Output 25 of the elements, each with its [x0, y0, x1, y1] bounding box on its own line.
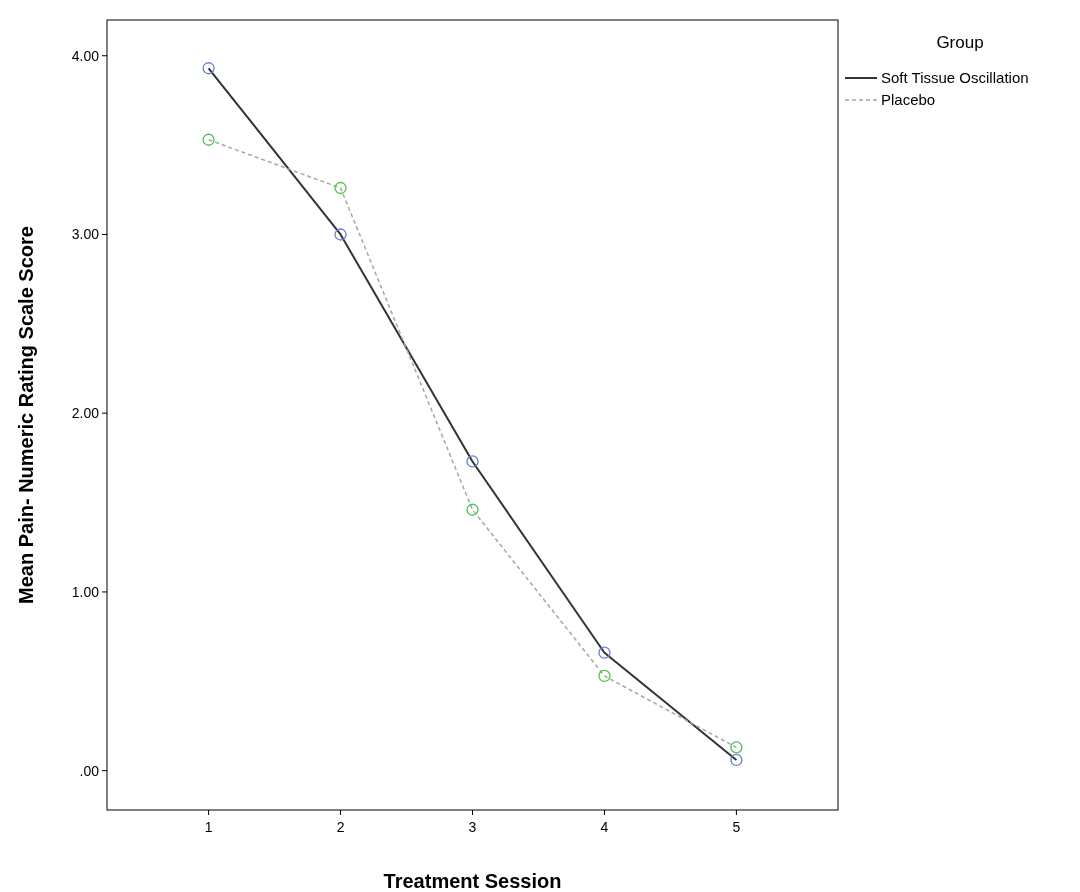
x-tick-label: 1 [204, 819, 213, 835]
point [202, 133, 215, 146]
legend-label: Placebo [881, 91, 936, 109]
x-tick-label: 4 [600, 819, 609, 835]
x-tick-label: 5 [732, 819, 741, 835]
y-axis-title: Mean Pain- Numeric Rating Scale Score [15, 226, 37, 604]
point [202, 62, 215, 75]
y-tick-label: 3.00 [71, 226, 100, 243]
y-tick-label: 2.00 [71, 405, 100, 422]
legend-label: Soft Tissue Oscillation [881, 69, 1029, 87]
point [598, 669, 611, 683]
x-axis-title: Treatment Session [383, 870, 562, 892]
x-tick-label: 2 [336, 819, 345, 835]
point [466, 455, 479, 468]
x-tick-label: 3 [468, 819, 477, 835]
y-tick-label: 4.00 [71, 47, 100, 64]
y-tick-label: .00 [79, 762, 100, 779]
point [598, 646, 611, 659]
point [334, 228, 347, 241]
point [730, 753, 743, 767]
legend-title: Group [936, 33, 984, 52]
y-tick-label: 1.00 [71, 583, 100, 600]
point [730, 741, 743, 754]
point [334, 181, 347, 195]
point [466, 503, 479, 516]
